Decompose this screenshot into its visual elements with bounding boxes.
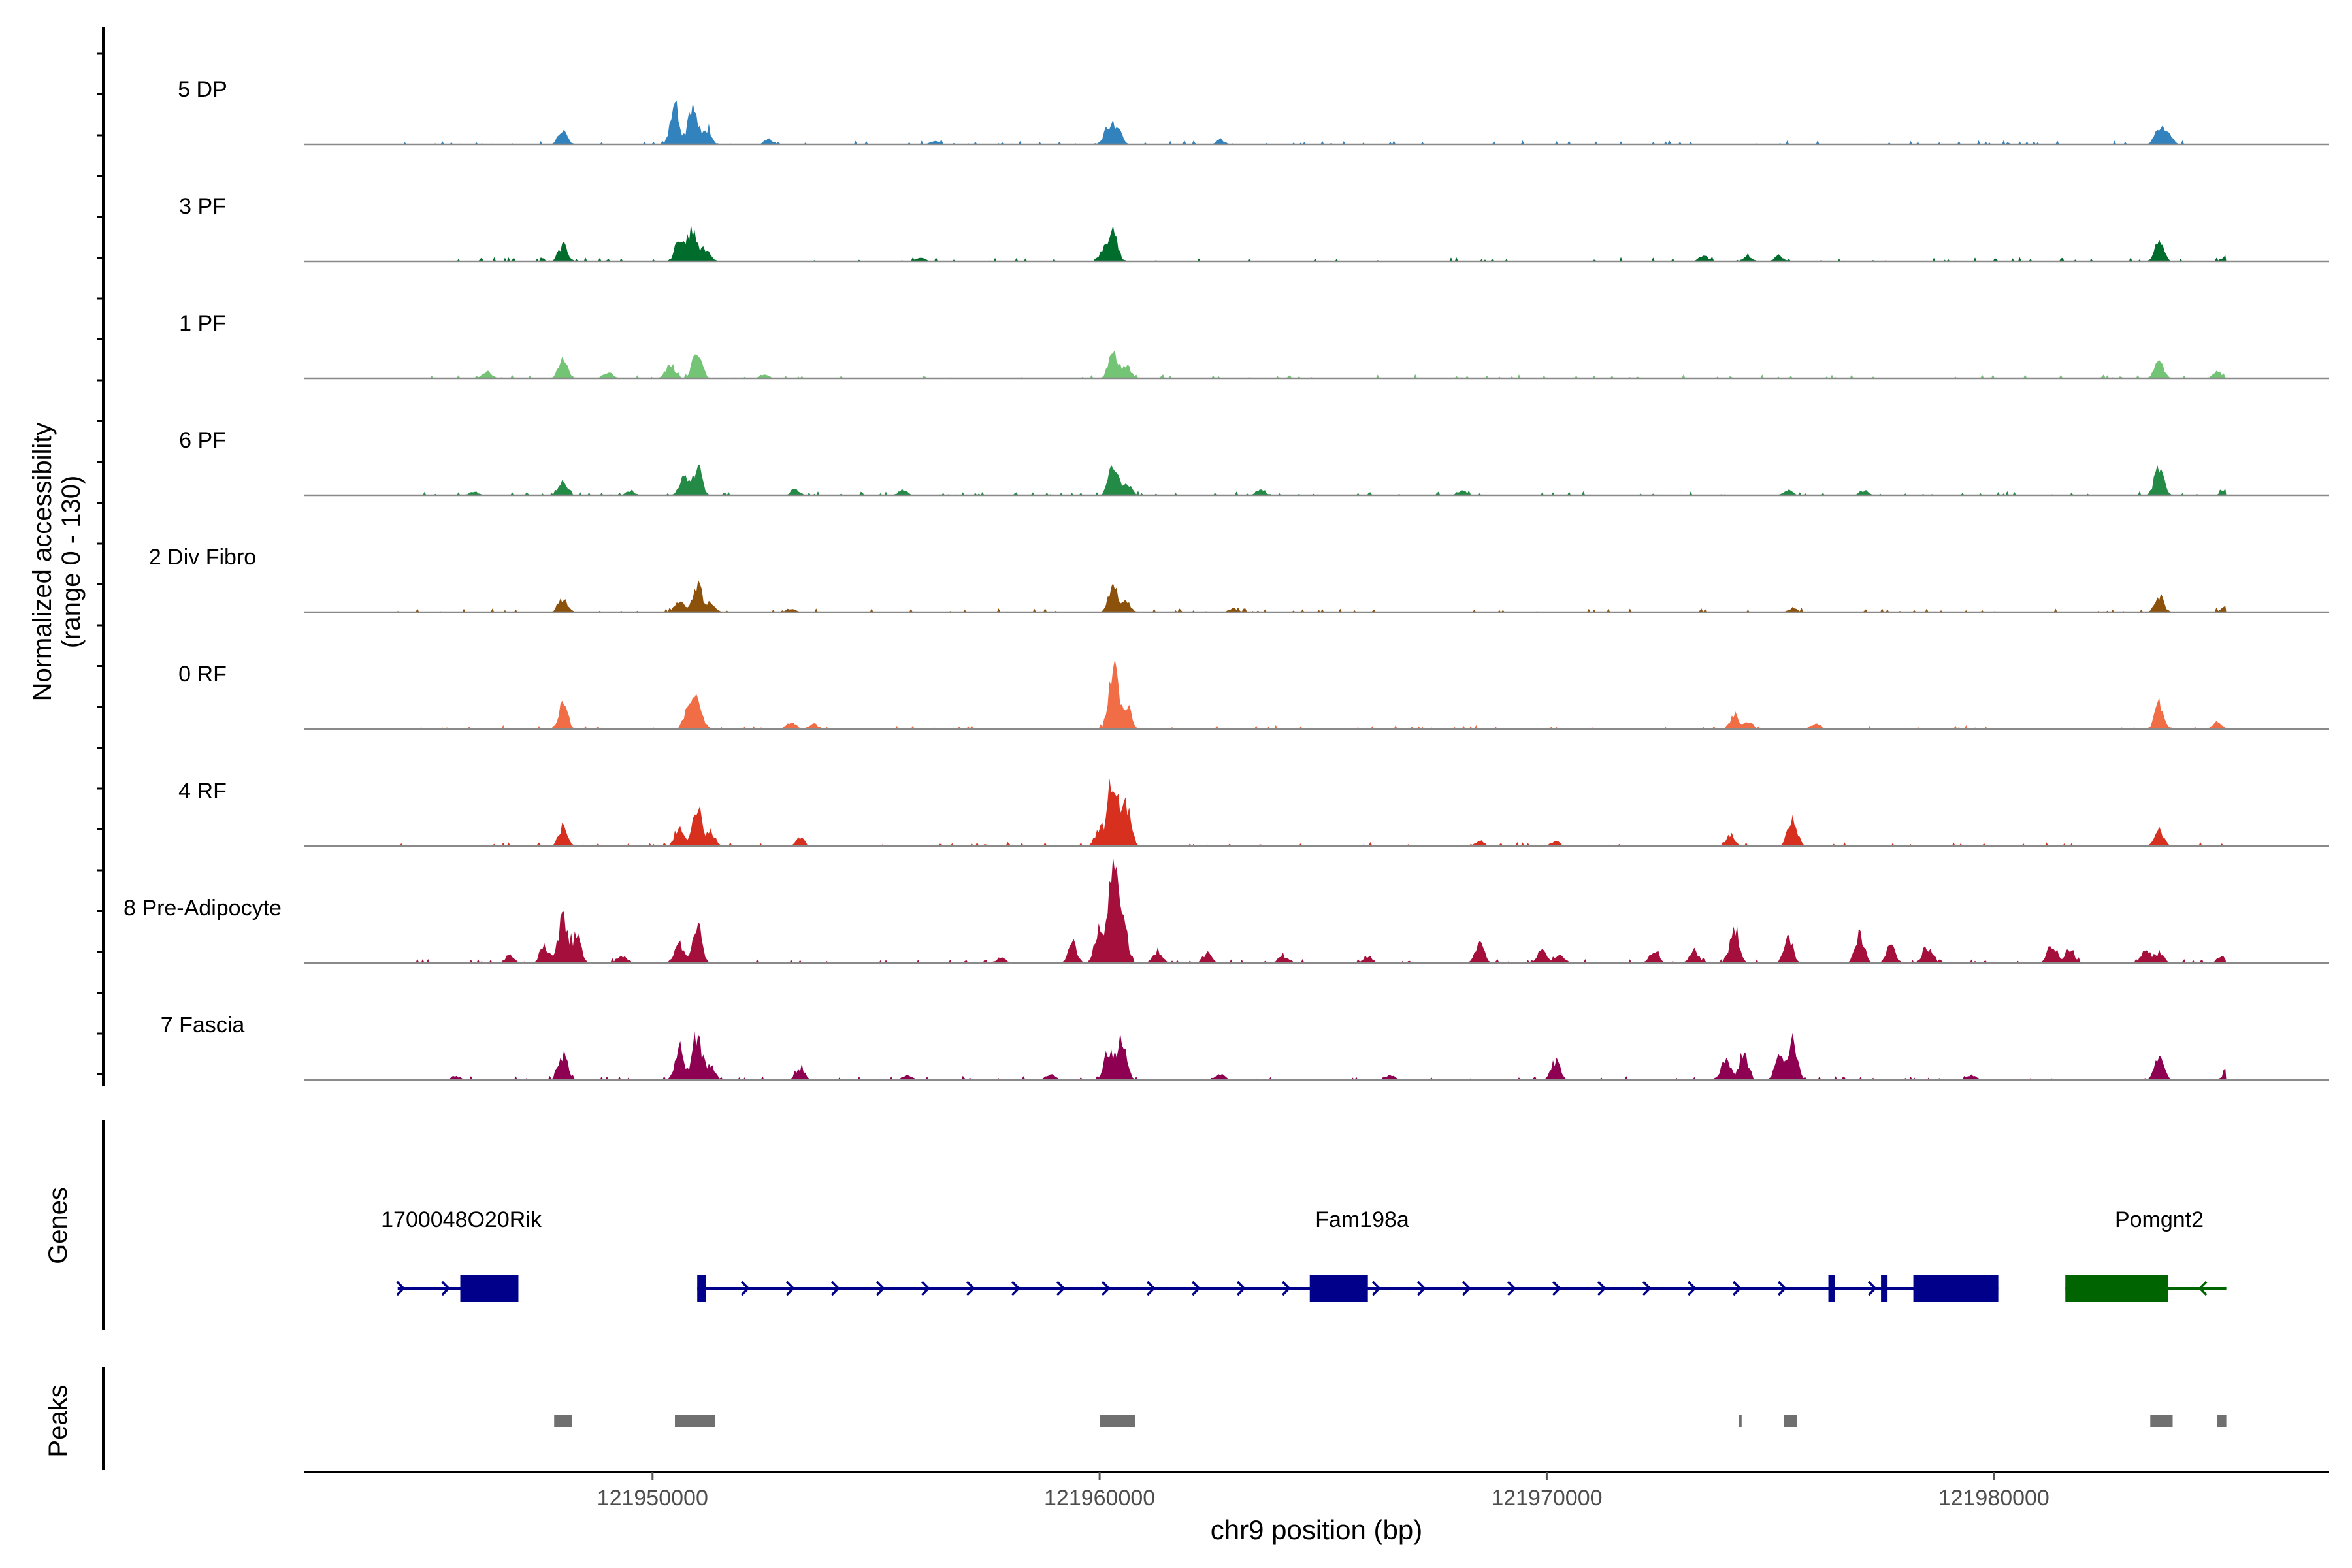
x-axis-title: chr9 position (bp) [1211, 1514, 1423, 1545]
peak-region-6 [2217, 1415, 2227, 1427]
strand-arrow [740, 1281, 750, 1296]
strand-arrow [1777, 1281, 1787, 1296]
coverage-track-8 [397, 1031, 2227, 1080]
gene-label-2: Pomgnt2 [2115, 1207, 2204, 1232]
coverage-track-3 [397, 465, 2227, 495]
coverage-panel [304, 100, 2329, 1081]
strand-arrow [1552, 1281, 1561, 1296]
x-tick-label-3: 121980000 [1938, 1486, 2050, 1511]
gene-exon-1-0 [697, 1275, 706, 1302]
strand-arrow [1236, 1281, 1246, 1296]
track-label-4: 2 Div Fibro [149, 545, 256, 570]
strand-arrow [441, 1281, 451, 1296]
coverage-track-2 [397, 350, 2227, 378]
gene-exon-2-0 [2065, 1275, 2168, 1302]
strand-arrow [1597, 1281, 1607, 1296]
strand-arrow [1146, 1281, 1156, 1296]
track-label-3: 6 PF [179, 428, 226, 453]
strand-arrow [1732, 1281, 1742, 1296]
gene-exon-1-1 [1309, 1275, 1368, 1302]
gene-exon-1-2 [1828, 1275, 1835, 1302]
track-label-1: 3 PF [179, 194, 226, 219]
strand-arrow [1191, 1281, 1201, 1296]
strand-arrow [1687, 1281, 1697, 1296]
peaks-panel [554, 1415, 2227, 1427]
x-axis: 121950000 121960000 121970000 121980000 [304, 1471, 2329, 1511]
x-tick-label-1: 121960000 [1044, 1486, 1155, 1511]
peak-region-0 [554, 1415, 572, 1427]
peak-region-1 [674, 1415, 715, 1427]
coverage-track-6 [397, 778, 2227, 846]
peaks-panel-label: Peaks [44, 1384, 73, 1457]
track-labels: 5 DP 3 PF 1 PF 6 PF 2 Div Fibro 0 RF 4 RF 8 Pre… [123, 77, 282, 1037]
track-label-5: 0 RF [178, 662, 227, 687]
strand-arrow [1011, 1281, 1021, 1296]
gene-label-0: 1700048O20Rik [381, 1207, 542, 1232]
x-tick-label-0: 121950000 [597, 1486, 708, 1511]
track-label-8: 7 Fascia [161, 1013, 245, 1037]
gene-exon-1-3 [1881, 1275, 1888, 1302]
strand-arrow [1281, 1281, 1291, 1296]
coverage-track-1 [397, 224, 2227, 261]
coverage-y-axis [97, 27, 105, 1086]
coverage-track-0 [397, 100, 2227, 144]
strand-arrow [1416, 1281, 1426, 1296]
y-axis-title-line2: (range 0 - 130) [57, 476, 86, 649]
coverage-track-5 [397, 659, 2227, 729]
coverage-track-7 [397, 857, 2227, 963]
x-tick-label-2: 121970000 [1491, 1486, 1602, 1511]
peak-region-2 [1100, 1415, 1135, 1427]
gene-exon-1-4 [1913, 1275, 1999, 1302]
coverage-track-4 [397, 580, 2227, 612]
genes-panel: 1700048O20Rik Fam198a Pomgnt2 [381, 1207, 2227, 1302]
strand-arrow [1056, 1281, 1066, 1296]
strand-arrow [830, 1281, 840, 1296]
peak-region-4 [1784, 1415, 1797, 1427]
track-label-0: 5 DP [178, 77, 227, 102]
strand-arrow [2198, 1281, 2208, 1296]
strand-arrow [1642, 1281, 1652, 1296]
gene-exon-0-0 [460, 1275, 519, 1302]
strand-arrow [396, 1281, 406, 1296]
strand-arrow [1867, 1281, 1877, 1296]
strand-arrow [966, 1281, 975, 1296]
strand-arrow [1507, 1281, 1516, 1296]
strand-arrow [921, 1281, 930, 1296]
strand-arrow [1371, 1281, 1381, 1296]
track-label-2: 1 PF [179, 311, 226, 336]
track-label-7: 8 Pre-Adipocyte [123, 896, 282, 921]
strand-arrow [875, 1281, 885, 1296]
peak-region-3 [1739, 1415, 1742, 1427]
track-label-6: 4 RF [178, 779, 227, 804]
strand-arrow [1462, 1281, 1471, 1296]
gene-label-1: Fam198a [1315, 1207, 1409, 1232]
peak-region-5 [2150, 1415, 2173, 1427]
y-axis-title-line1: Normalized accessibility [28, 423, 57, 702]
genes-panel-label: Genes [44, 1187, 73, 1264]
strand-arrow [1101, 1281, 1111, 1296]
strand-arrow [785, 1281, 795, 1296]
